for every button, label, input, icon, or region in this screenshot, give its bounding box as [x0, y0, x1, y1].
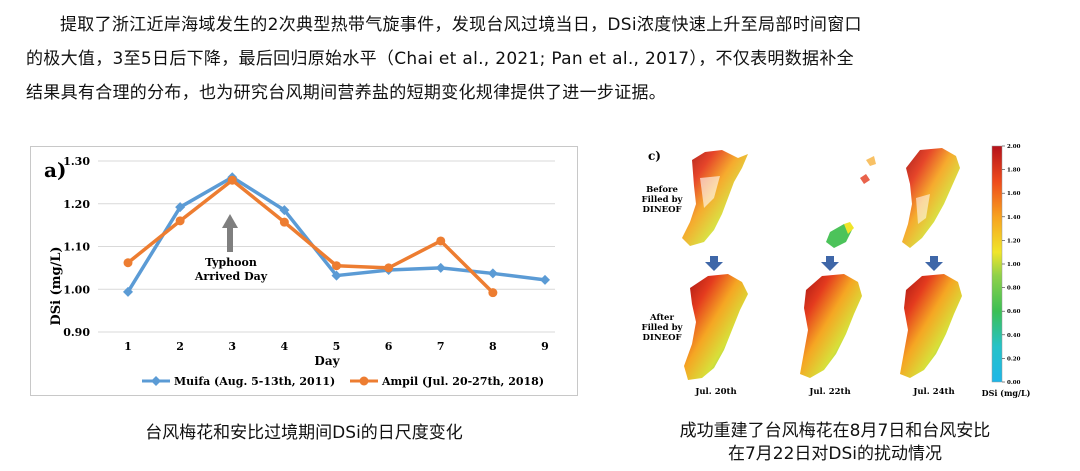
paragraph-line-1: 提取了浙江近岸海域发生的2次典型热带气旋事件，发现台风过境当日，DSi浓度快速上… [60, 15, 862, 35]
svg-text:Filled by: Filled by [642, 195, 684, 205]
series-line-ampil [126, 178, 495, 294]
annotation-arrived-day: Arrived Day [194, 270, 268, 283]
row-label-before: Before Filled by DINEOF [642, 185, 684, 215]
legend-label-muifa: Muifa (Aug. 5-13th, 2011) [174, 375, 335, 388]
x-tick-label: 8 [489, 340, 497, 353]
figure-c-caption-line-2: 在7月22日对DSi的扰动情况 [727, 444, 943, 464]
date-label-jul24: Jul. 24th [912, 387, 954, 397]
data-point-ampil [384, 263, 394, 273]
y-tick-label: 1.30 [63, 155, 90, 168]
data-point-ampil [279, 217, 289, 227]
panel-label-a: a) [44, 158, 66, 182]
data-point-ampil [332, 261, 341, 271]
annotation-typhoon: Typhoon [205, 256, 257, 269]
row-label-after: After Filled by DINEOF [642, 313, 684, 343]
map-after-jul20 [684, 274, 748, 380]
legend-label-ampil: Ampil (Jul. 20-27th, 2018) [381, 375, 544, 388]
y-tick-label: 0.90 [63, 326, 90, 339]
series-group [123, 172, 550, 298]
colorbar [991, 145, 1003, 383]
colorbar-tick-label: 0.60 [1007, 309, 1021, 315]
x-tick-labels: 1 2 3 4 5 6 7 8 9 [124, 340, 549, 353]
colorbar-tick-label: 0.40 [1007, 333, 1021, 339]
date-labels: Jul. 20th Jul. 22th Jul. 24th [694, 387, 954, 397]
data-point-muifa [331, 270, 342, 281]
legend: Muifa (Aug. 5-13th, 2011) Ampil (Jul. 20… [142, 375, 544, 388]
arrows-down [705, 256, 943, 271]
x-tick-label: 1 [124, 340, 132, 353]
y-tick-label: 1.10 [63, 241, 90, 254]
svg-text:DINEOF: DINEOF [642, 205, 681, 215]
data-point-ampil [175, 216, 185, 226]
dsi-line-chart: a) DSi (mg/L) 0.90 1.00 1.10 1.20 1.30 1 2 3 4 5… [30, 146, 578, 396]
colorbar-ticks: 2.00 1.80 1.60 1.40 1.20 1.00 0.80 0.60 0.40 0.20… [1002, 144, 1021, 386]
colorbar-tick-label: 0.20 [1007, 356, 1021, 362]
gridlines [98, 160, 555, 333]
date-label-jul20: Jul. 20th [694, 387, 736, 397]
data-point-muifa [123, 286, 133, 297]
svg-text:DINEOF: DINEOF [642, 333, 681, 343]
colorbar-tick-label: 0.80 [1007, 286, 1021, 292]
data-point-ampil [123, 258, 133, 268]
x-tick-label: 3 [228, 340, 236, 353]
date-label-jul22: Jul. 22th [808, 387, 850, 397]
figure-c-caption-line-1: 成功重建了台风梅花在8月7日和台风安比 [679, 421, 991, 441]
paragraph-line-2: 的极大值，3至5日后下降，最后回归原始水平（Chai et al., 2021;… [26, 49, 854, 69]
x-axis-label: Day [314, 354, 340, 368]
x-tick-label: 9 [541, 340, 549, 353]
x-tick-label: 6 [385, 340, 393, 353]
legend-marker-muifa [151, 376, 161, 386]
colorbar-tick-label: 1.20 [1007, 238, 1021, 244]
colorbar-tick-label: 1.00 [1007, 262, 1021, 268]
data-point-ampil [436, 236, 446, 246]
colorbar-tick-label: 1.40 [1007, 215, 1021, 221]
map-after-jul22 [800, 274, 862, 378]
colorbar-tick-label: 1.80 [1007, 168, 1021, 174]
y-tick-label: 1.20 [63, 198, 90, 211]
y-axis-label: DSi (mg/L) [49, 246, 64, 325]
x-tick-label: 4 [281, 340, 289, 353]
chart-frame [30, 146, 578, 396]
y-tick-labels: 0.90 1.00 1.10 1.20 1.30 [63, 155, 90, 339]
panel-label-c: c) [648, 149, 661, 163]
paragraph-line-3: 结果具有合理的分布，也为研究台风期间营养盐的短期变化规律提供了进一步证据。 [26, 83, 667, 103]
body-paragraph: 提取了浙江近岸海域发生的2次典型热带气旋事件，发现台风过境当日，DSi浓度快速上… [26, 8, 1056, 110]
map-before-jul22 [826, 156, 876, 248]
data-point-ampil [488, 288, 498, 298]
colorbar-tick-label: 1.60 [1007, 191, 1021, 197]
data-point-muifa [487, 268, 498, 279]
data-point-ampil [227, 175, 237, 185]
map-after-jul24 [900, 274, 962, 378]
data-point-muifa [540, 274, 550, 285]
legend-marker-ampil [359, 376, 369, 386]
data-point-muifa [175, 202, 186, 213]
x-tick-label: 7 [437, 340, 445, 353]
map-before-jul24 [902, 148, 960, 248]
x-tick-label: 5 [333, 340, 341, 353]
figure-c-caption: 成功重建了台风梅花在8月7日和台风安比 在7月22日对DSi的扰动情况 [630, 420, 1040, 466]
svg-text:After: After [649, 313, 674, 323]
y-tick-label: 1.00 [63, 283, 90, 296]
data-point-muifa [435, 262, 446, 273]
figure-a-caption: 台风梅花和安比过境期间DSi的日尺度变化 [145, 423, 463, 443]
typhoon-arrow [222, 214, 238, 252]
colorbar-tick-label: 2.00 [1007, 144, 1021, 150]
x-tick-label: 2 [176, 340, 184, 353]
svg-text:Before: Before [646, 185, 678, 195]
colorbar-label: DSi (mg/L) [982, 388, 1031, 398]
data-point-muifa [279, 205, 290, 216]
svg-text:Filled by: Filled by [642, 323, 684, 333]
colorbar-tick-label: 0.00 [1007, 380, 1021, 386]
map-before-jul20 [682, 150, 748, 246]
dineof-map-figure: c) Before Filled by DINEOF After Filled … [642, 144, 1031, 398]
